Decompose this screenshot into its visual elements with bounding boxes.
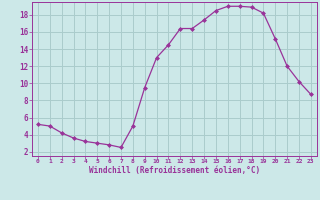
X-axis label: Windchill (Refroidissement éolien,°C): Windchill (Refroidissement éolien,°C) xyxy=(89,166,260,175)
